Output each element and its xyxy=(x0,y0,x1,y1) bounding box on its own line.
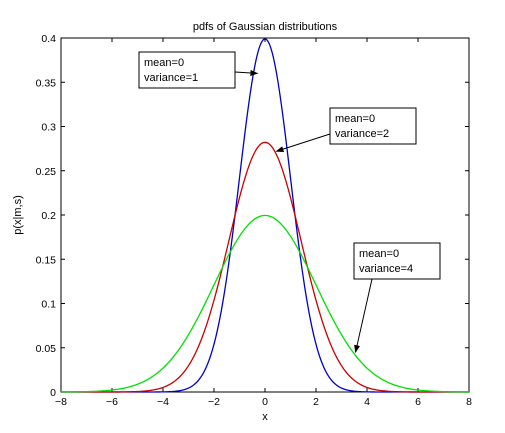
y-tick-label: 0.4 xyxy=(41,33,56,45)
annotation-arrow xyxy=(354,278,373,354)
y-tick-label: 0.3 xyxy=(41,122,56,134)
axis-ticks: −8 −6 −4 −2 0 2 4 6 8 0 0.05 0.1 0.15 0.2 0.25 0.3 0.35 0… xyxy=(36,33,473,408)
y-tick-label: 0.15 xyxy=(36,254,57,266)
annotation-arrow xyxy=(275,133,331,152)
annotations: mean=0 variance=1 mean=0 variance=2 mean=0 va… xyxy=(138,51,441,354)
x-tick-label: 6 xyxy=(415,396,421,408)
x-tick-label: −4 xyxy=(157,396,169,408)
x-tick-label: 0 xyxy=(262,396,268,408)
annotation-arrow xyxy=(234,69,259,76)
series-lines xyxy=(61,38,469,393)
annotation-line-2: variance=4 xyxy=(359,263,413,275)
x-tick-label: 8 xyxy=(466,396,472,408)
annotation-box xyxy=(138,51,236,89)
annotation-line-1: mean=0 xyxy=(144,57,184,69)
annotation-line-1: mean=0 xyxy=(335,113,375,125)
x-tick-label: −2 xyxy=(208,396,220,408)
annotation-line-1: mean=0 xyxy=(359,248,399,260)
chart-title: pdfs of Gaussian distributions xyxy=(193,21,338,33)
series-line-variance-2 xyxy=(61,141,469,393)
x-tick-label: 2 xyxy=(313,396,319,408)
y-tick-label: 0.2 xyxy=(41,210,56,222)
annotation-variance-4: mean=0 variance=4 xyxy=(353,242,441,354)
annotation-box xyxy=(329,107,417,145)
y-tick-label: 0.35 xyxy=(36,77,57,89)
x-axis-label: x xyxy=(262,411,268,423)
x-tick-label: −6 xyxy=(106,396,118,408)
y-tick-label: 0.25 xyxy=(36,166,57,178)
annotation-line-2: variance=1 xyxy=(144,72,198,84)
annotation-line-2: variance=2 xyxy=(335,128,389,140)
annotation-variance-1: mean=0 variance=1 xyxy=(138,51,259,89)
y-axis-label: p(x|m,s) xyxy=(12,195,24,235)
x-tick-label: 4 xyxy=(364,396,370,408)
series-line-variance-4 xyxy=(61,214,469,393)
x-tick-label: −8 xyxy=(55,396,67,408)
y-tick-label: 0 xyxy=(50,387,56,399)
annotation-variance-2: mean=0 variance=2 xyxy=(275,107,417,152)
y-tick-label: 0.1 xyxy=(41,299,56,311)
annotation-box xyxy=(353,242,441,280)
y-tick-label: 0.05 xyxy=(36,343,57,355)
